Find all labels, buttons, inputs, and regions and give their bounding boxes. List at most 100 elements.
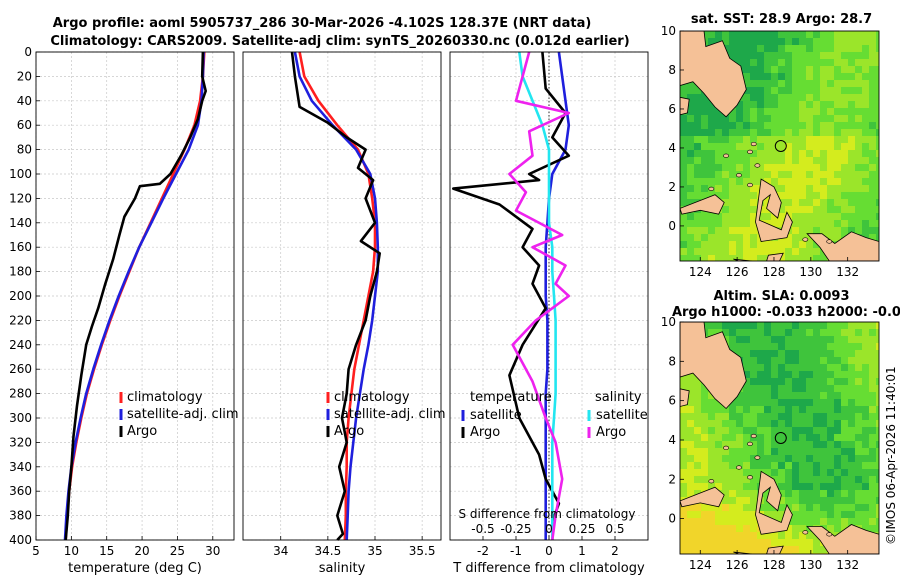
map-cell xyxy=(708,483,716,491)
map-cell xyxy=(813,357,821,365)
map-cell xyxy=(694,420,702,428)
map-cell xyxy=(694,220,702,228)
map-cell xyxy=(827,329,835,337)
map-cell xyxy=(820,192,828,200)
map-cell xyxy=(806,371,814,379)
map-cell xyxy=(771,143,779,151)
map-x-tick-label: 128 xyxy=(763,265,786,279)
map-cell xyxy=(862,497,870,505)
map-cell xyxy=(820,108,828,116)
map-cell xyxy=(743,469,751,477)
map-cell xyxy=(813,546,821,554)
map-cell xyxy=(715,434,723,442)
map-cell xyxy=(785,371,793,379)
map-cell xyxy=(757,59,765,67)
map-cell xyxy=(743,455,751,463)
map-cell xyxy=(869,476,877,484)
map-cell xyxy=(813,150,821,158)
map-cell xyxy=(785,52,793,60)
map-cell xyxy=(771,399,779,407)
map-cell xyxy=(820,136,828,144)
map-cell xyxy=(687,511,695,519)
map-cell xyxy=(855,350,863,358)
map-cell xyxy=(757,378,765,386)
map-cell xyxy=(771,248,779,256)
map-cell xyxy=(750,511,758,519)
map-cell xyxy=(876,45,879,53)
map-cell xyxy=(701,539,709,547)
map-cell xyxy=(750,52,758,60)
x-tick-label: 1 xyxy=(578,544,586,558)
map-cell xyxy=(722,136,730,144)
map-cell xyxy=(820,490,828,498)
map-cell xyxy=(736,227,744,235)
map-cell xyxy=(687,399,695,407)
map-cell xyxy=(848,518,856,526)
map-cell xyxy=(834,504,842,512)
map-cell xyxy=(743,364,751,372)
map-cell xyxy=(778,364,786,372)
map-cell xyxy=(687,220,695,228)
map-cell xyxy=(694,227,702,235)
map-cell xyxy=(771,336,779,344)
map-cell xyxy=(792,322,800,330)
map-cell xyxy=(771,52,779,60)
map-cell xyxy=(876,66,879,74)
map-cell xyxy=(855,483,863,491)
map-cell xyxy=(806,150,814,158)
map-cell xyxy=(827,518,835,526)
map-cell xyxy=(750,371,758,379)
map-cell xyxy=(862,448,870,456)
map-cell xyxy=(722,441,730,449)
y-tick-label: 60 xyxy=(17,118,32,132)
map-cell xyxy=(855,420,863,428)
map-cell xyxy=(813,52,821,60)
island xyxy=(754,455,761,460)
map-cell xyxy=(785,483,793,491)
map-cell xyxy=(778,455,786,463)
map-cell xyxy=(848,199,856,207)
map-cell xyxy=(743,108,751,116)
map-cell xyxy=(785,497,793,505)
map-cell xyxy=(757,136,765,144)
map-cell xyxy=(827,213,835,221)
map-cell xyxy=(792,94,800,102)
map-cell xyxy=(799,164,807,172)
map-cell xyxy=(750,220,758,228)
map-cell xyxy=(680,157,688,165)
map-cell xyxy=(701,448,709,456)
map-cell xyxy=(841,469,849,477)
map-cell xyxy=(869,483,877,491)
map-cell xyxy=(764,364,772,372)
map-cell xyxy=(764,504,772,512)
map-cell xyxy=(701,115,709,123)
map-cell xyxy=(736,525,744,533)
map-cell xyxy=(876,336,879,344)
map-cell xyxy=(862,420,870,428)
map-cell xyxy=(834,497,842,505)
island xyxy=(708,479,715,484)
y-tick-label: 360 xyxy=(9,484,32,498)
map-cell xyxy=(715,227,723,235)
map-cell xyxy=(799,336,807,344)
map-cell xyxy=(799,143,807,151)
map-cell xyxy=(869,220,877,228)
map-cell xyxy=(736,539,744,547)
map-cell xyxy=(722,448,730,456)
map-cell xyxy=(841,129,849,137)
map-cell xyxy=(715,185,723,193)
map-cell xyxy=(785,532,793,540)
map-cell xyxy=(771,129,779,137)
map-cell xyxy=(729,234,737,242)
map-cell xyxy=(764,539,772,547)
map-cell xyxy=(771,101,779,109)
map-cell xyxy=(876,476,879,484)
map-cell xyxy=(708,213,716,221)
map-cell xyxy=(834,434,842,442)
map-cell xyxy=(701,511,709,519)
map-cell xyxy=(820,469,828,477)
map-cell xyxy=(771,385,779,393)
map-cell xyxy=(771,66,779,74)
map-y-tick-label: 4 xyxy=(668,433,676,447)
map-cell xyxy=(799,364,807,372)
